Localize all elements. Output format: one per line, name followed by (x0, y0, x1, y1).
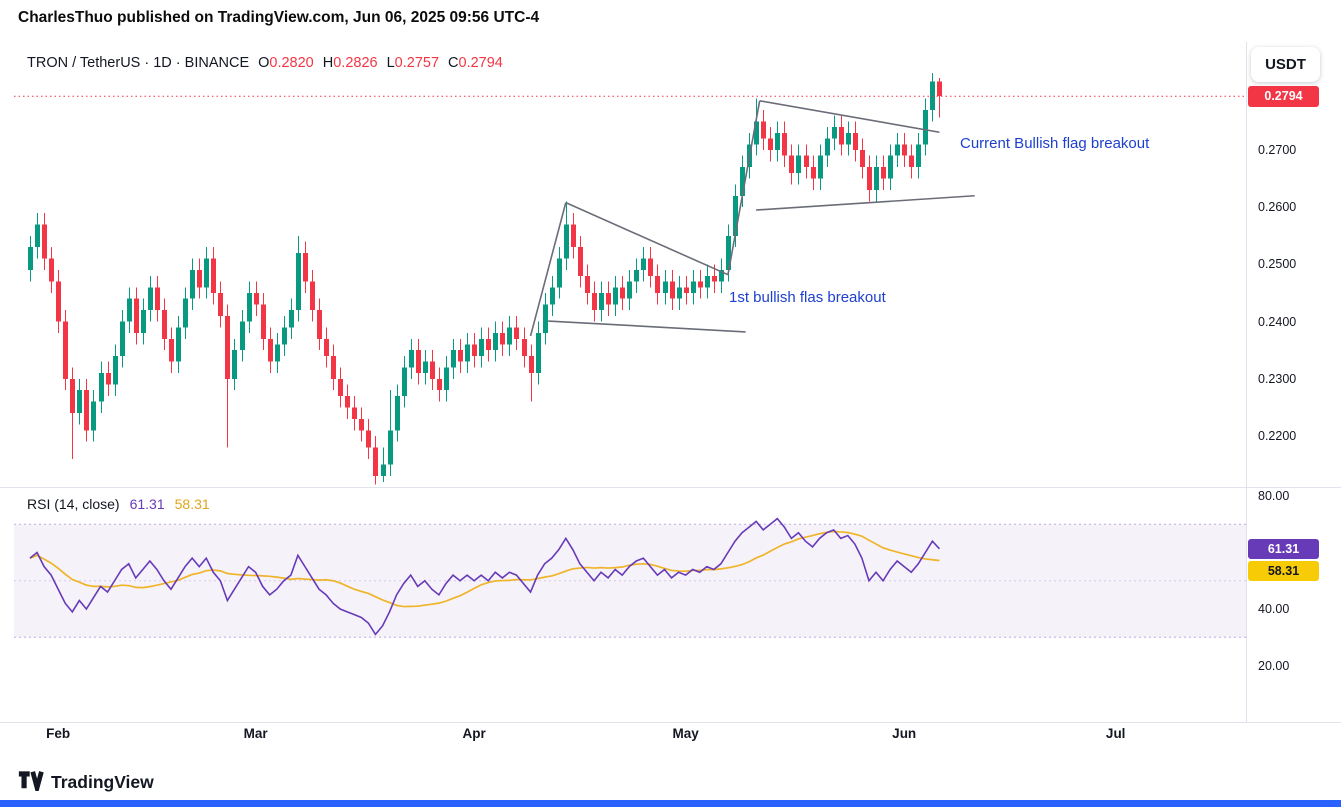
time-axis-separator (0, 722, 1341, 723)
rsi-value: 61.31 (129, 496, 165, 512)
flag-trendlines[interactable] (529, 100, 975, 337)
price-tick-label: 0.2400 (1258, 314, 1297, 329)
rsi-axis[interactable]: 80.00 40.00 20.00 (1246, 488, 1341, 722)
rsi-tick-label: 80.00 (1258, 489, 1290, 503)
ohlc-high: H0.2826 (322, 55, 378, 71)
price-tick-label: 0.2300 (1258, 371, 1297, 386)
rsi-ma-line (29, 530, 940, 608)
brand-name[interactable]: TradingView (51, 772, 154, 792)
price-pane-canvas[interactable] (14, 42, 1246, 488)
time-axis-label-mar: Mar (243, 726, 268, 741)
rsi-ma-value: 58.31 (174, 496, 210, 512)
rsi-title[interactable]: RSI (14, close) (27, 496, 120, 512)
time-axis[interactable]: Feb Mar Apr May Jun Jul (0, 722, 1341, 756)
currency-toggle-button[interactable]: USDT (1251, 47, 1320, 82)
rsi-line (29, 517, 941, 636)
price-tick-label: 0.2500 (1258, 257, 1297, 272)
last-price-badge: 0.2794 (1248, 85, 1319, 107)
symbol-legend[interactable]: TRON / TetherUS · 1D · BINANCE O0.2820 H… (27, 55, 503, 71)
candles-layer (28, 72, 942, 485)
time-axis-label-jul: Jul (1105, 726, 1126, 741)
price-tick-label: 0.2200 (1258, 429, 1297, 443)
bottom-accent-bar (0, 800, 1341, 807)
symbol-title[interactable]: TRON / TetherUS · 1D · BINANCE (27, 55, 250, 71)
rsi-value-badge: 61.31 (1248, 538, 1319, 559)
pane-separator[interactable] (0, 487, 1341, 488)
rsi-pane-canvas[interactable] (14, 488, 1246, 722)
price-tick-label: 0.2600 (1258, 200, 1297, 215)
time-axis-label-feb: Feb (46, 726, 71, 741)
ohlc-low: L0.2757 (386, 55, 440, 71)
rsi-tick-label: 20.00 (1258, 658, 1290, 673)
rsi-tick-label: 40.00 (1258, 602, 1290, 616)
time-axis-label-may: May (672, 726, 699, 741)
time-axis-label-jun: Jun (892, 726, 917, 741)
price-axis[interactable]: 0.2700 0.2600 0.2500 0.2400 0.2300 0.2200 (1246, 42, 1341, 722)
rsi-legend[interactable]: RSI (14, close) 61.31 58.31 (27, 496, 210, 512)
annotation-first-flag-breakout[interactable]: 1st bullish flas breakout (729, 289, 886, 306)
time-axis-label-apr: Apr (462, 726, 486, 741)
ohlc-open: O0.2820 (258, 55, 314, 71)
attribution-header: CharlesThuo published on TradingView.com… (18, 9, 540, 26)
footer: TradingView (18, 769, 154, 797)
ohlc-close: C0.2794 (448, 55, 503, 71)
axis-separator (1246, 42, 1247, 722)
annotation-current-flag-breakout[interactable]: Current Bullish flag breakout (960, 135, 1150, 152)
tradingview-logo-icon[interactable] (18, 769, 44, 797)
price-tick-label: 0.2700 (1258, 143, 1297, 157)
rsi-ma-value-badge: 58.31 (1248, 560, 1319, 581)
